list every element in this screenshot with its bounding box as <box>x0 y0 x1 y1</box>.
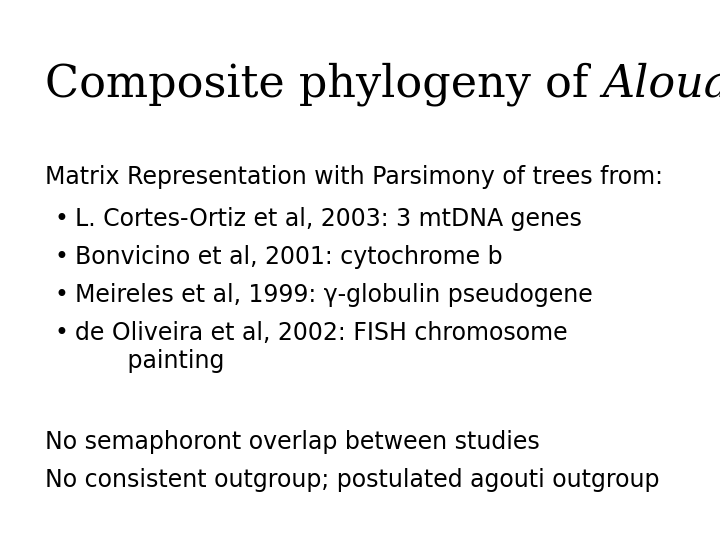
Text: No semaphoront overlap between studies: No semaphoront overlap between studies <box>45 430 540 454</box>
Text: No consistent outgroup; postulated agouti outgroup: No consistent outgroup; postulated agout… <box>45 468 660 492</box>
Text: Alouatta: Alouatta <box>603 62 720 105</box>
Text: Composite phylogeny of: Composite phylogeny of <box>45 62 603 106</box>
Text: de Oliveira et al, 2002: FISH chromosome
       painting: de Oliveira et al, 2002: FISH chromosome… <box>75 321 567 373</box>
Text: Meireles et al, 1999: γ-globulin pseudogene: Meireles et al, 1999: γ-globulin pseudog… <box>75 283 593 307</box>
Text: •: • <box>55 283 69 307</box>
Text: Matrix Representation with Parsimony of trees from:: Matrix Representation with Parsimony of … <box>45 165 663 189</box>
Text: •: • <box>55 321 69 345</box>
Text: •: • <box>55 207 69 231</box>
Text: Bonvicino et al, 2001: cytochrome b: Bonvicino et al, 2001: cytochrome b <box>75 245 503 269</box>
Text: •: • <box>55 245 69 269</box>
Text: L. Cortes-Ortiz et al, 2003: 3 mtDNA genes: L. Cortes-Ortiz et al, 2003: 3 mtDNA gen… <box>75 207 582 231</box>
